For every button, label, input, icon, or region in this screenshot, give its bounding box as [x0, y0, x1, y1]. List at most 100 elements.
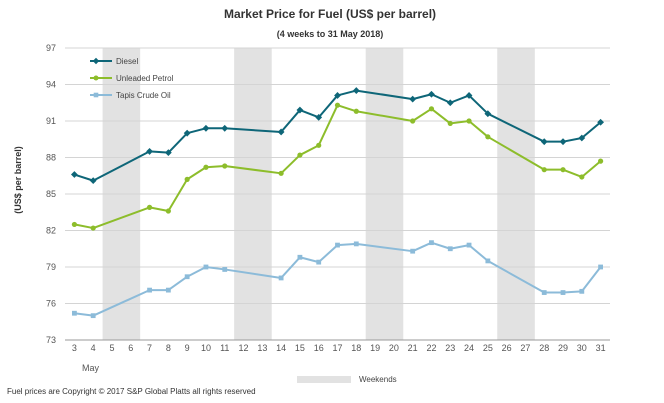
x-axis-label: May	[82, 363, 100, 373]
legend-marker	[93, 75, 99, 81]
data-point	[71, 221, 77, 228]
x-tick-label: 15	[295, 343, 305, 353]
y-tick-label: 88	[46, 153, 56, 163]
x-tick-label: 16	[314, 343, 324, 353]
data-point	[90, 225, 96, 231]
legend-label: Diesel	[116, 57, 138, 66]
x-tick-label: 23	[445, 343, 455, 353]
x-axis-ticks: 3 4 5 6 7 8 9 10 11 12 13 14 15 16 17 18 19 20 21 22 23 24 25 2…	[72, 343, 606, 353]
x-tick-label: 8	[166, 343, 171, 353]
data-point	[485, 258, 491, 264]
y-tick-label: 94	[46, 80, 56, 90]
x-tick-label: 29	[558, 343, 568, 353]
data-point	[428, 90, 435, 98]
y-tick-label: 79	[46, 262, 56, 272]
data-point	[466, 118, 472, 124]
data-point	[598, 264, 604, 270]
x-tick-label: 21	[408, 343, 418, 353]
data-point	[165, 208, 171, 214]
x-tick-label: 10	[201, 343, 211, 353]
y-tick-label: 82	[46, 226, 56, 236]
data-point	[147, 287, 152, 293]
x-tick-label: 20	[389, 343, 399, 353]
legend-item: Diesel	[90, 57, 138, 66]
series-lines	[70, 87, 605, 319]
chart-title: Market Price for Fuel (US$ per barrel)	[224, 7, 436, 21]
x-tick-label: 19	[370, 343, 380, 353]
data-point	[540, 138, 548, 146]
data-point	[222, 267, 228, 272]
data-point	[315, 113, 323, 121]
x-tick-label: 24	[464, 343, 474, 353]
data-point	[541, 167, 547, 173]
y-tick-label: 91	[46, 116, 56, 126]
x-tick-label: 31	[596, 343, 606, 353]
data-point	[465, 92, 473, 99]
legend-marker	[92, 57, 100, 65]
data-point	[203, 164, 209, 170]
data-point	[353, 108, 359, 114]
x-tick-label: 9	[185, 343, 190, 353]
x-tick-label: 17	[332, 343, 342, 353]
data-point	[334, 92, 341, 99]
x-tick-label: 25	[483, 343, 493, 353]
legend-label: Unleaded Petrol	[116, 74, 174, 83]
weekend-legend-swatch	[297, 376, 351, 383]
x-tick-label: 14	[276, 343, 286, 353]
weekend-legend-label: Weekends	[359, 375, 397, 384]
data-point	[446, 99, 454, 107]
data-point	[202, 124, 210, 132]
data-point	[334, 102, 341, 108]
x-tick-label: 18	[351, 343, 361, 353]
data-point	[447, 120, 453, 127]
x-tick-label: 26	[502, 343, 512, 353]
data-point	[410, 118, 416, 124]
data-point	[222, 163, 228, 169]
data-point	[541, 290, 547, 295]
data-point	[410, 248, 416, 254]
y-tick-label: 73	[46, 335, 56, 345]
x-tick-label: 30	[577, 343, 587, 353]
data-point	[90, 313, 96, 319]
data-point	[335, 242, 340, 248]
data-point	[466, 242, 472, 248]
copyright-footer: Fuel prices are Copyright © 2017 S&P Glo…	[7, 387, 256, 396]
legend-item: Tapis Crude Oil	[90, 91, 171, 100]
series-tapis-crude-oil	[71, 240, 604, 319]
y-axis-label: (US$ per barrel)	[13, 146, 23, 214]
data-point	[352, 87, 360, 94]
data-point	[203, 264, 209, 270]
x-tick-label: 11	[220, 343, 229, 353]
x-tick-label: 6	[128, 343, 133, 353]
data-point	[447, 246, 453, 252]
chart-subtitle: (4 weeks to 31 May 2018)	[277, 29, 384, 39]
data-point	[428, 106, 435, 112]
x-tick-label: 12	[239, 343, 249, 353]
x-tick-label: 4	[91, 343, 96, 353]
data-point	[296, 106, 304, 114]
series-unleaded-petrol	[71, 102, 604, 231]
x-tick-label: 3	[72, 343, 77, 353]
x-tick-label: 13	[257, 343, 267, 353]
x-tick-label: 7	[147, 343, 152, 353]
legend-label: Tapis Crude Oil	[116, 91, 171, 100]
legend: Diesel Unleaded Petrol Tapis Crude Oil	[90, 57, 174, 100]
data-point	[316, 142, 322, 148]
data-point	[184, 176, 190, 182]
data-point	[429, 240, 434, 246]
data-point	[71, 310, 77, 316]
data-point	[221, 124, 229, 132]
x-tick-label: 5	[109, 343, 114, 353]
data-point	[278, 170, 284, 176]
series-diesel	[70, 87, 605, 185]
data-point	[146, 148, 153, 155]
x-tick-label: 28	[539, 343, 549, 353]
data-point	[560, 290, 566, 295]
data-point	[165, 287, 171, 293]
x-tick-label: 22	[426, 343, 436, 353]
data-point	[559, 138, 567, 146]
data-point	[183, 129, 191, 137]
data-point	[316, 259, 322, 265]
y-axis-ticks: 73 76 79 82 85 88 91 94 97	[46, 43, 56, 345]
